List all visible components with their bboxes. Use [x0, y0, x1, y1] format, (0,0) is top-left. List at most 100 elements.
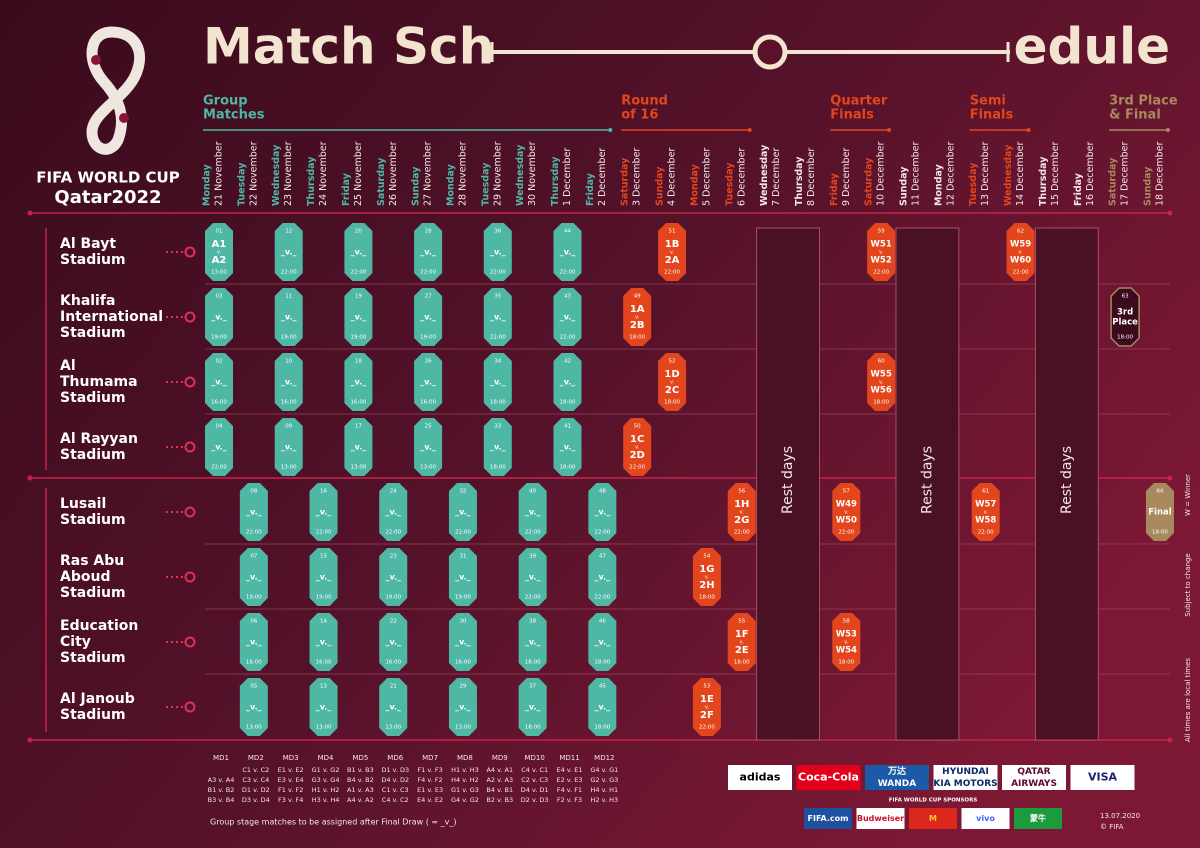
match-away: 2F	[700, 710, 714, 721]
match-name: 3rd	[1117, 308, 1133, 318]
match-time: 16:00	[385, 660, 401, 666]
matchday-pairing: G3 v. G4	[312, 776, 340, 784]
date: 17 December	[1120, 142, 1131, 206]
match-time: 18:00	[629, 335, 645, 341]
match-number: 15	[320, 554, 327, 560]
match: 15 _v._ 19:00	[309, 548, 338, 606]
matchday-pairing: G4 v. G2	[451, 796, 479, 804]
draw-note: Group stage matches to be assigned after…	[210, 818, 457, 827]
match-time: 22:00	[316, 530, 332, 536]
sponsor-name: Coca-Cola	[798, 771, 859, 784]
matchday-label: MD11	[559, 754, 579, 762]
section-dot	[27, 210, 33, 216]
match-teams: _v._	[385, 638, 401, 647]
match: 54 1Gv.2H 18:00	[692, 548, 721, 606]
match-badge	[483, 418, 512, 476]
section-dot	[27, 737, 33, 743]
date: 16 December	[1085, 142, 1096, 206]
match-teams: _v._	[281, 248, 297, 257]
match-number: 51	[669, 229, 676, 235]
stadium-icon	[184, 376, 196, 388]
stadium-name: Al Bayt	[60, 236, 116, 252]
match-versus: v.	[217, 250, 222, 256]
matchday-pairing: D4 v. D1	[521, 786, 549, 794]
match-time: 22:00	[629, 465, 645, 471]
match-teams: _v._	[385, 508, 401, 517]
match-home: W51	[871, 240, 892, 250]
stadium-icon	[184, 506, 196, 518]
match-time: 18:00	[664, 400, 680, 406]
logo-line1: FIFA WORLD CUP	[36, 169, 179, 187]
match-teams: _v._	[246, 573, 262, 582]
sponsor-name: vivo	[976, 814, 995, 823]
match-number: 07	[250, 554, 257, 560]
match-badge	[623, 418, 652, 476]
match-name: Place	[1112, 318, 1138, 328]
match-badge	[414, 418, 443, 476]
match-number: 45	[599, 684, 606, 690]
stadium-name: City	[60, 634, 91, 650]
match-badge	[727, 483, 756, 541]
match-teams: _v._	[525, 508, 541, 517]
date: 26 November	[388, 141, 399, 206]
sponsor-name: M	[929, 814, 937, 823]
stadium-name: Al	[60, 358, 76, 374]
match-badge	[832, 613, 861, 671]
matchday-pairing: E1 v. E3	[417, 786, 443, 794]
weekday: Friday	[1073, 172, 1084, 206]
match-badge	[344, 418, 373, 476]
match: 21 _v._ 13:00	[379, 678, 408, 736]
stage-label: Matches	[203, 108, 265, 123]
match-badge	[483, 353, 512, 411]
sponsor-name: HYUNDAI	[942, 767, 989, 777]
match-teams: _v._	[316, 508, 332, 517]
match: 50 1Cv.2D 22:00	[623, 418, 652, 476]
match-teams: _v._	[281, 313, 297, 322]
match-time: 18:00	[525, 660, 541, 666]
match-versus: v.	[844, 510, 849, 516]
match-number: 58	[843, 619, 850, 625]
match: 41 _v._ 18:00	[553, 418, 582, 476]
match: 25 _v._ 13:00	[414, 418, 443, 476]
date: 9 December	[841, 148, 852, 206]
match-home: W49	[836, 500, 857, 510]
match-versus: v.	[879, 250, 884, 256]
match: 39 _v._ 22:00	[518, 548, 547, 606]
date: 10 December	[876, 142, 887, 206]
date: 11 December	[911, 142, 922, 206]
match-number: 14	[320, 619, 327, 625]
matchday-label: MD8	[457, 754, 473, 762]
match-badge	[344, 223, 373, 281]
match-number: 59	[878, 229, 885, 235]
matchday-pairing: C3 v. C4	[242, 776, 269, 784]
match-time: 19:00	[281, 335, 297, 341]
title-ball	[752, 34, 788, 70]
match-time: 16:00	[246, 660, 262, 666]
match-home: 1H	[734, 499, 749, 510]
weekday: Monday	[445, 163, 456, 206]
weekday: Sunday	[1142, 166, 1153, 206]
match-time: 22:00	[246, 530, 262, 536]
matchday-pairing: B2 v. B3	[486, 796, 513, 804]
weekday: Thursday	[794, 156, 805, 206]
match-time: 22:00	[455, 530, 471, 536]
match-badge	[239, 613, 268, 671]
date: 29 November	[492, 141, 503, 206]
match-badge	[518, 613, 547, 671]
match-time: 18:00	[594, 725, 610, 731]
match-home: W57	[975, 500, 996, 510]
logo-ornament	[119, 113, 129, 123]
match-teams: _v._	[595, 573, 611, 582]
weekday: Monday	[689, 163, 700, 206]
match-teams: _v._	[525, 573, 541, 582]
stage-label: Finals	[970, 108, 1014, 123]
stadium-name: Stadium	[60, 512, 126, 528]
match: 27 _v._ 19:00	[414, 288, 443, 346]
match-number: 02	[216, 359, 223, 365]
match-badge	[239, 548, 268, 606]
match-time: 22:00	[560, 335, 576, 341]
date: 13 December	[980, 142, 991, 206]
